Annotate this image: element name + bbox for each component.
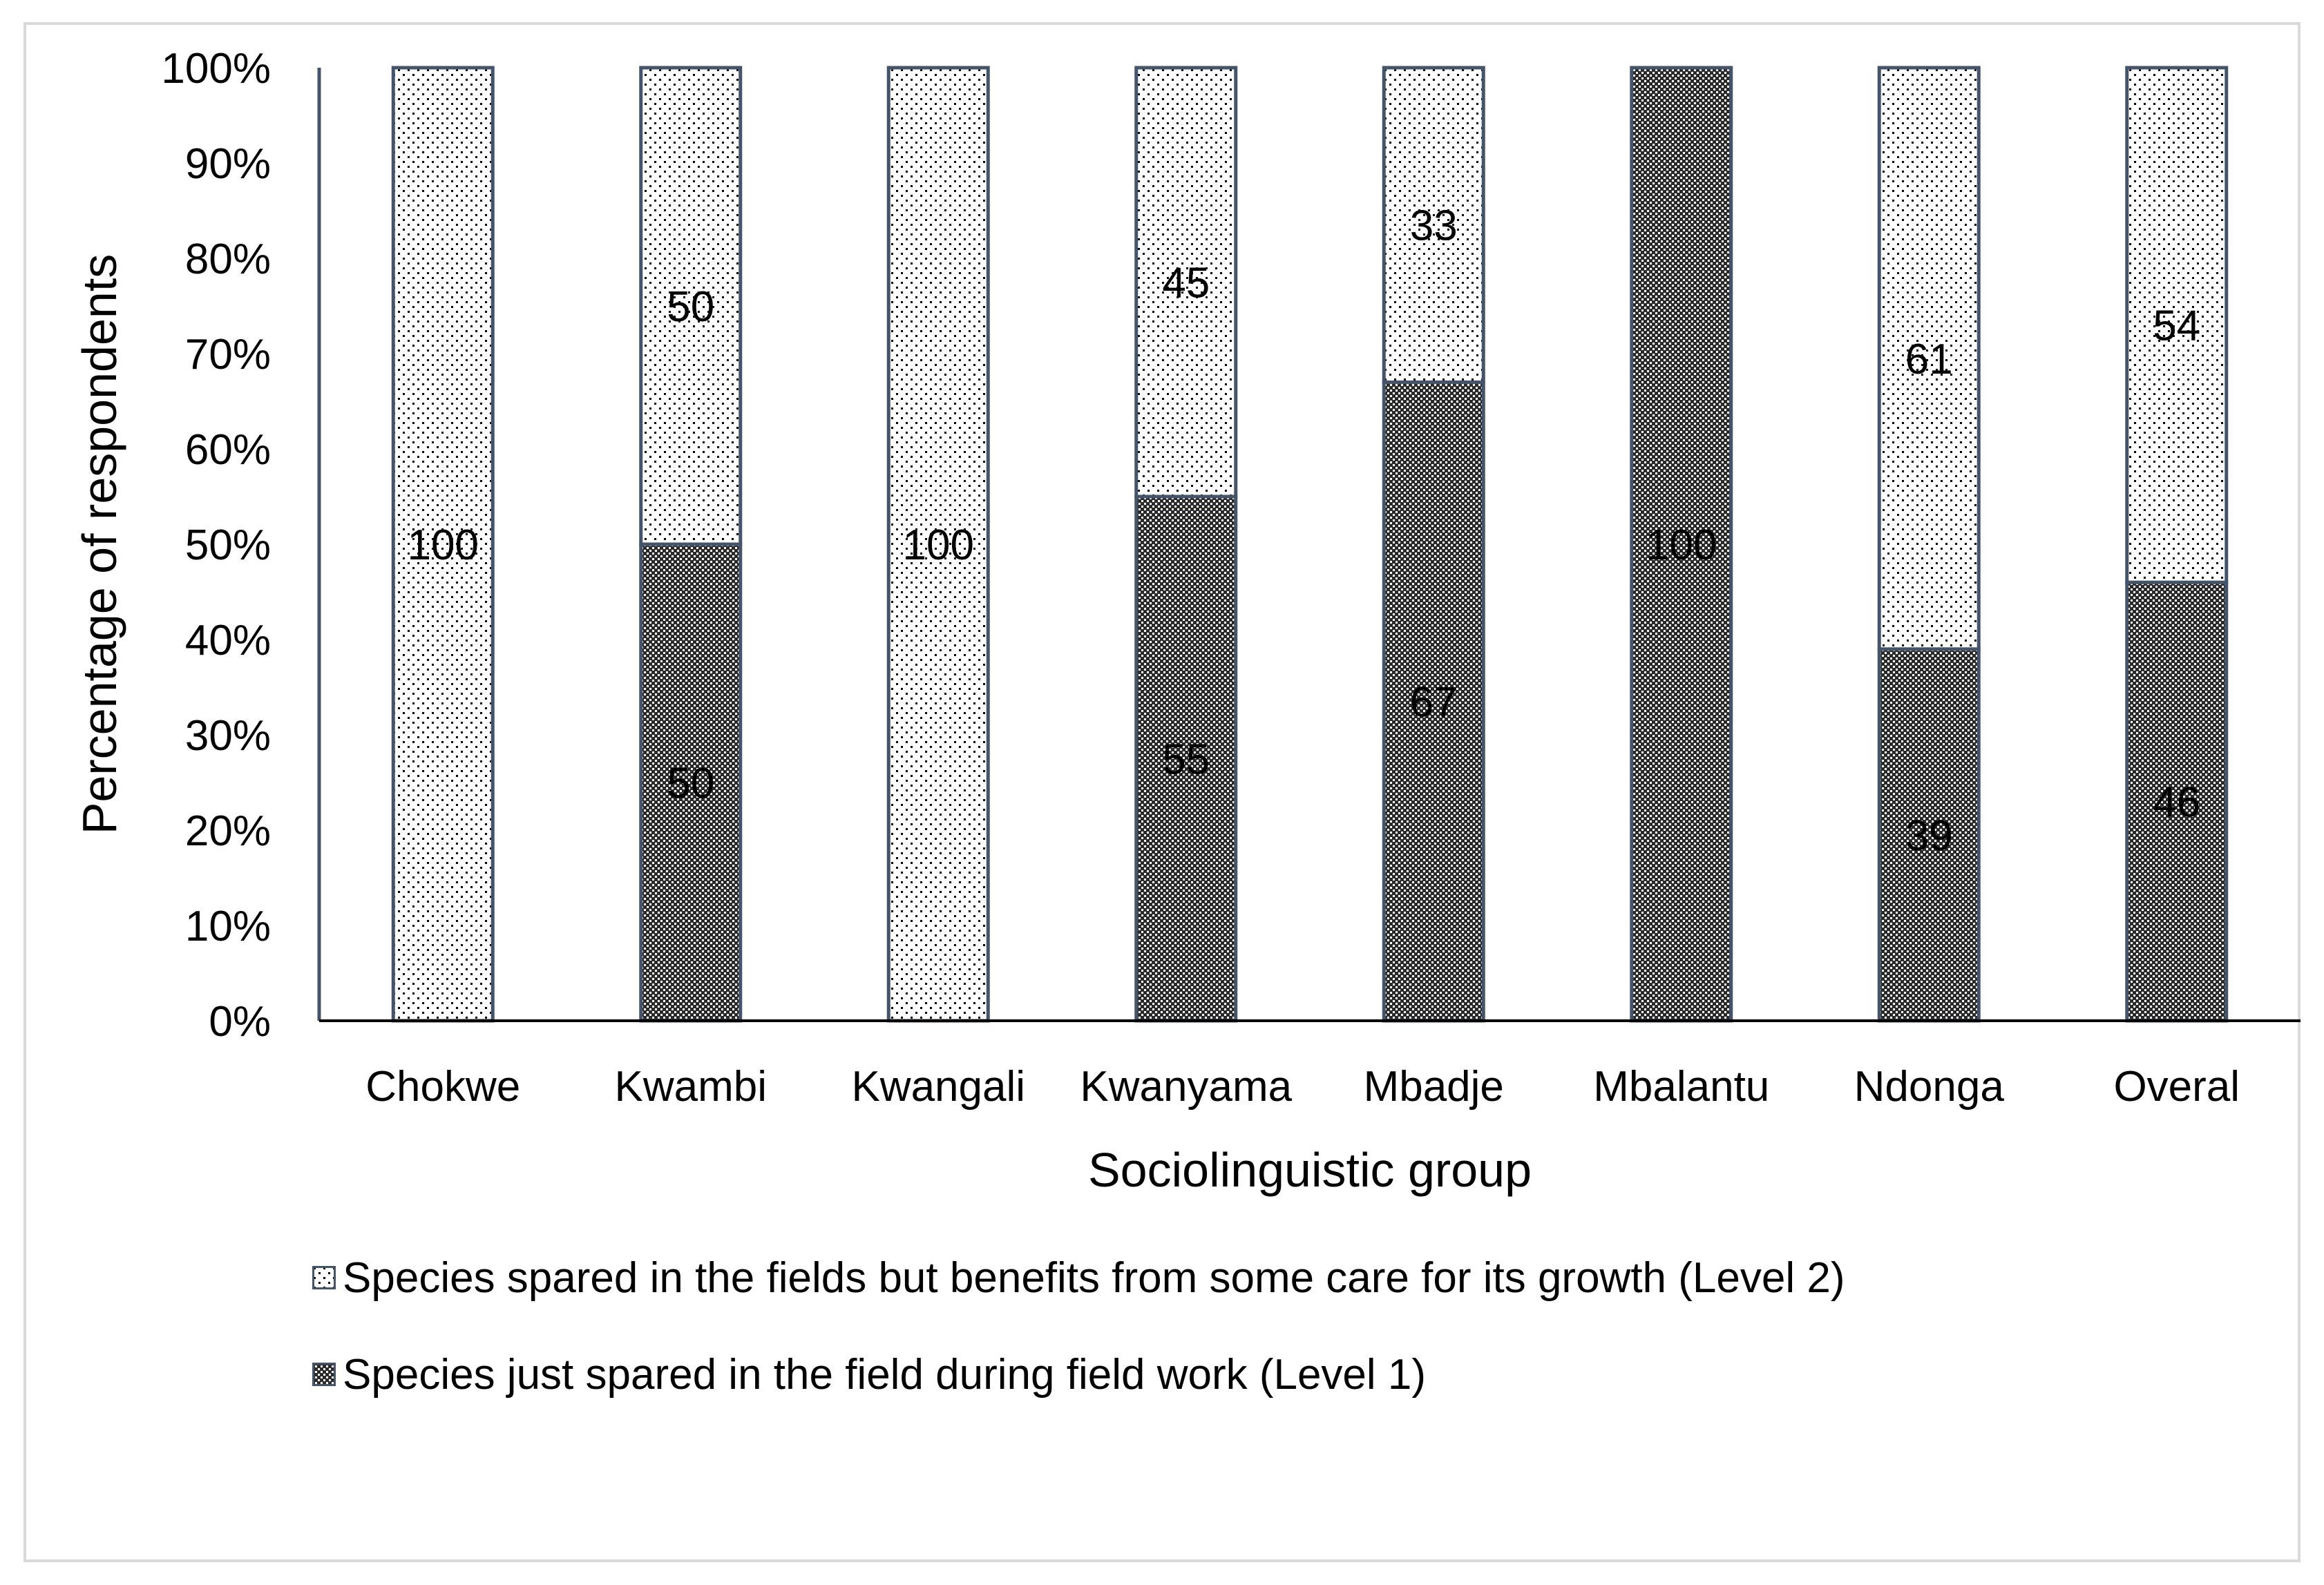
bar-segment-level-1 <box>1630 66 1733 1023</box>
bars <box>391 66 2229 1023</box>
legend-label-level-1: Species just spared in the field during … <box>343 1350 1427 1399</box>
y-tick-label: 10% <box>185 903 271 950</box>
y-axis-title: Percentage of respondents <box>73 254 126 835</box>
x-tick-label: Ndonga <box>1854 1063 2005 1111</box>
data-label: 100 <box>1646 521 1717 569</box>
data-label: 46 <box>2153 779 2200 827</box>
legend-swatch-dense <box>312 1363 336 1386</box>
bar-segment-level-2 <box>639 66 743 546</box>
x-tick-label: Kwanyama <box>1080 1063 1292 1111</box>
data-label: 50 <box>667 283 714 331</box>
legend: Species spared in the fields but benefit… <box>312 1229 1845 1423</box>
x-tick-label: Mbadje <box>1364 1063 1504 1111</box>
x-axis-title: Sociolinguistic group <box>1088 1143 1532 1197</box>
bar-segment-level-2 <box>2125 66 2229 584</box>
data-label: 54 <box>2153 302 2200 350</box>
x-tick-label: Chokwe <box>365 1063 520 1111</box>
stacked-bar-chart: 0% 10% 20% 30% 40% 50% 60% 70% 80% 90% 100% 100 50 5… <box>73 45 2301 1197</box>
y-tick-label: 60% <box>185 426 271 474</box>
y-tick-label: 80% <box>185 236 271 283</box>
data-label: 100 <box>903 521 974 569</box>
data-label: 61 <box>1905 336 1953 383</box>
x-tick-label: Kwangali <box>851 1063 1025 1111</box>
bar-segment-level-1 <box>1134 494 1238 1023</box>
y-tick-label: 70% <box>185 331 271 378</box>
x-tick-label: Overal <box>2113 1063 2240 1111</box>
data-label: 50 <box>667 760 714 807</box>
y-axis-ticks: 0% 10% 20% 30% 40% 50% 60% 70% 80% 90% 100% <box>161 45 271 1046</box>
y-tick-label: 20% <box>185 807 271 855</box>
y-tick-label: 90% <box>185 140 271 188</box>
y-tick-label: 50% <box>185 521 271 569</box>
x-tick-label: Kwambi <box>614 1063 767 1111</box>
data-label: 33 <box>1410 202 1458 250</box>
bar-segment-level-1 <box>1382 380 1485 1023</box>
bar-segment-level-1 <box>1877 647 1981 1023</box>
y-tick-label: 40% <box>185 617 271 664</box>
data-label: 39 <box>1905 812 1953 860</box>
data-label: 55 <box>1162 736 1210 784</box>
x-tick-label: Mbalantu <box>1593 1063 1769 1111</box>
legend-item-level-1: Species just spared in the field during … <box>312 1326 1845 1423</box>
data-labels: 100 50 50 100 55 45 67 33 100 39 61 46 54 <box>408 202 2201 860</box>
legend-item-level-2: Species spared in the fields but benefit… <box>312 1229 1845 1326</box>
bar-segment-level-2 <box>1382 66 1485 384</box>
y-tick-label: 100% <box>161 45 271 93</box>
bar-segment-level-2 <box>1877 66 1981 651</box>
y-tick-label: 30% <box>185 712 271 760</box>
legend-swatch-sparse <box>312 1266 336 1289</box>
data-label: 45 <box>1162 260 1210 307</box>
bar-segment-level-2 <box>391 66 495 1023</box>
data-label: 100 <box>408 521 479 569</box>
x-axis-ticks: Chokwe Kwambi Kwangali Kwanyama Mbadje Mbalan… <box>365 1063 2240 1111</box>
legend-label-level-2: Species spared in the fields but benefit… <box>343 1253 1845 1302</box>
data-label: 67 <box>1410 679 1458 727</box>
bar-segment-level-2 <box>1134 66 1238 499</box>
y-tick-label: 0% <box>209 998 271 1046</box>
